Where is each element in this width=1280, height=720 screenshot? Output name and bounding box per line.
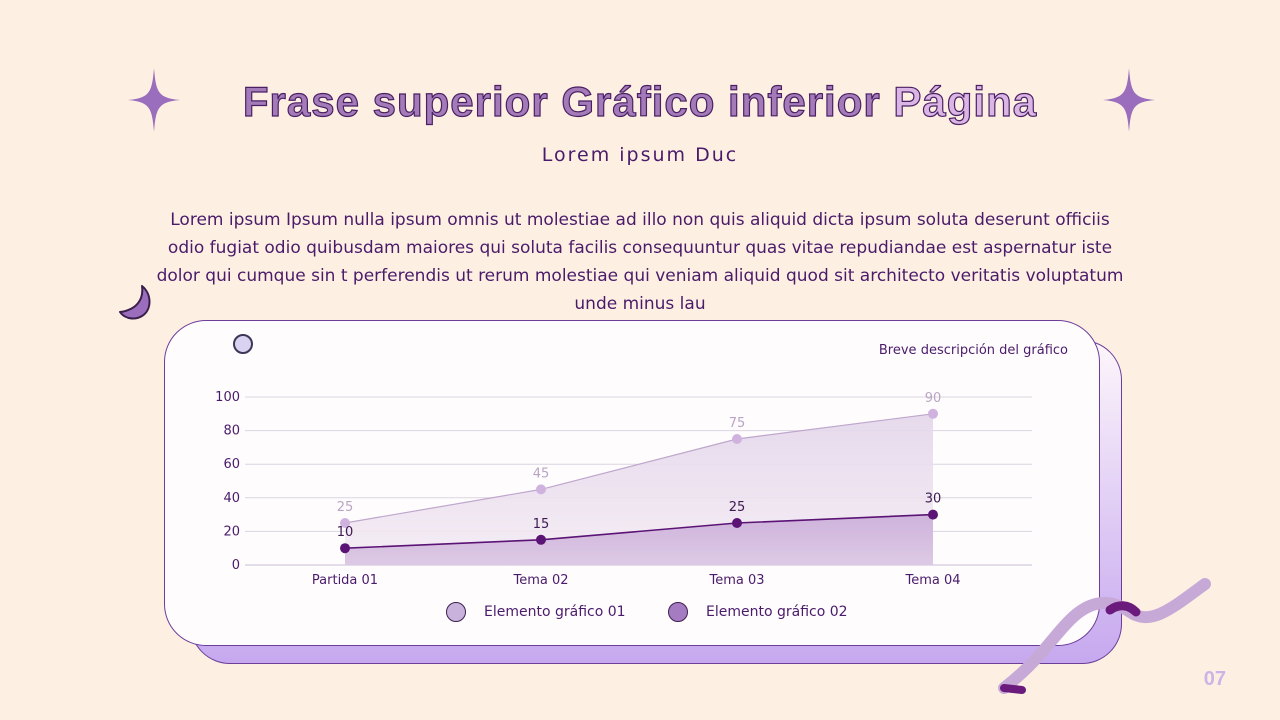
body-text: Lorem ipsum Ipsum nulla ipsum omnis ut m… <box>156 210 1124 314</box>
chart-description: Breve descripción del gráfico <box>878 343 1068 358</box>
y-tick-label-100: 100 <box>215 390 240 405</box>
y-tick-label-20: 20 <box>223 524 240 539</box>
x-tick-label-3: Tema 03 <box>708 573 764 588</box>
series-2-data-label-1: 10 <box>337 525 354 540</box>
series-2-data-label-2: 15 <box>533 517 550 532</box>
series-1-point-3 <box>732 434 742 444</box>
series-2-line <box>344 513 934 549</box>
legend-label-2: Elemento gráfico 02 <box>706 604 848 620</box>
x-tick-label-4: Tema 04 <box>904 573 960 588</box>
series-2-data-label-4: 30 <box>925 492 942 507</box>
series-2-point-2 <box>536 534 546 545</box>
sparkle-left-icon <box>128 68 180 132</box>
title-part-2: Página <box>893 77 1038 125</box>
series-1-data-label-2: 45 <box>533 466 550 481</box>
series-1-data-label-1: 25 <box>337 500 354 515</box>
page-subtitle: Lorem ipsum Duc <box>541 144 739 166</box>
y-tick-label-60: 60 <box>223 457 240 472</box>
y-tick-label-40: 40 <box>223 491 240 506</box>
legend-item-1: Elemento gráfico 01 <box>446 602 626 622</box>
y-tick-label-80: 80 <box>223 424 240 439</box>
series-1-point-2 <box>536 484 546 495</box>
page-title: Frase superior Gráfico inferior Página <box>0 77 1280 126</box>
legend-label-1: Elemento gráfico 01 <box>484 604 626 620</box>
x-tick-label-2: Tema 02 <box>512 573 568 588</box>
y-tick-label-0: 0 <box>232 558 240 573</box>
legend-swatch-2 <box>668 602 688 622</box>
series-1-point-4 <box>928 408 938 419</box>
page-number: 07 <box>1203 668 1226 690</box>
sparkle-right-icon <box>1103 68 1155 132</box>
series-1-data-label-4: 90 <box>925 391 942 406</box>
series-1-point-1 <box>340 518 350 528</box>
card-dot-icon <box>233 334 253 354</box>
x-tick-label-1: Partida 01 <box>312 573 378 588</box>
title-part-1: Frase superior Gráfico inferior <box>242 77 894 125</box>
series-1-line <box>344 413 934 524</box>
crescent-moon-icon <box>119 285 151 320</box>
series-2-point-4 <box>928 509 938 520</box>
series-2-point-3 <box>732 518 742 528</box>
series-2-area <box>345 514 933 565</box>
series-1-data-label-3: 75 <box>729 416 746 431</box>
legend-item-2: Elemento gráfico 02 <box>668 602 848 622</box>
series-2-point-1 <box>340 543 350 554</box>
series-2-data-label-3: 25 <box>729 500 746 515</box>
legend-swatch-1 <box>446 602 466 622</box>
